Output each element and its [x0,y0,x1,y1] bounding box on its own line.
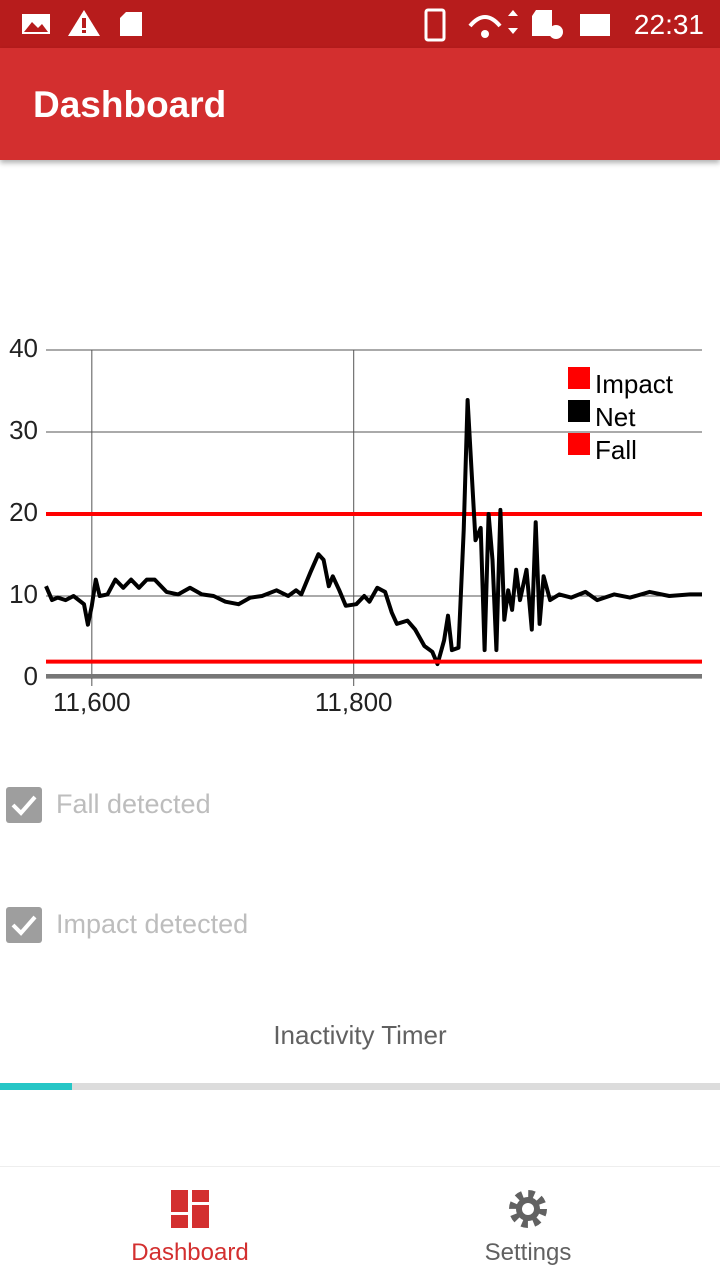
y-tick-label: 40 [9,333,38,363]
icon-part [192,1190,209,1202]
y-tick-label: 30 [9,415,38,445]
nav-icon[interactable] [168,1187,212,1231]
clock: 22:31 [633,9,704,40]
progress-track [0,1083,720,1090]
y-tick-label: 10 [9,579,38,609]
nav-label[interactable]: Dashboard [131,1239,249,1266]
status-bar: 22:31 [0,0,720,48]
status-icons-right [424,8,610,42]
checkmark [11,915,37,936]
checkbox[interactable] [6,787,42,823]
legend-label: Impact [595,369,674,399]
legend-swatch [568,400,590,422]
y-tick-label: 0 [24,661,38,691]
legend-label: Fall [595,435,637,465]
icon-part [171,1190,188,1212]
checkmark [11,795,37,816]
checkbox-label[interactable]: Fall detected [56,789,211,819]
timer-label: Inactivity Timer [273,1020,447,1050]
legend-label: Net [595,402,636,432]
legend-swatch [568,367,590,389]
app-title: Dashboard [33,84,227,125]
progress-fill [0,1083,72,1090]
series-line [44,398,702,667]
icon-part [522,1203,534,1215]
checkbox-label[interactable]: Impact detected [56,909,249,939]
nav-icon[interactable] [506,1187,550,1231]
x-tick-label: 11,600 [53,687,131,717]
bottom-nav: Dashboard Settings [0,1166,720,1281]
icon-part [192,1205,209,1228]
status-icons [22,10,142,36]
checkbox[interactable] [6,907,42,943]
app-bar: Dashboard [0,48,720,160]
legend-swatch [568,433,590,455]
nav-label[interactable]: Settings [484,1239,572,1266]
checkmark-path [11,795,37,816]
checkmark-path [11,915,37,936]
y-tick-label: 20 [9,497,38,527]
x-tick-label: 11,800 [315,687,393,717]
icon-part [509,1190,547,1228]
icon-part [171,1215,188,1228]
